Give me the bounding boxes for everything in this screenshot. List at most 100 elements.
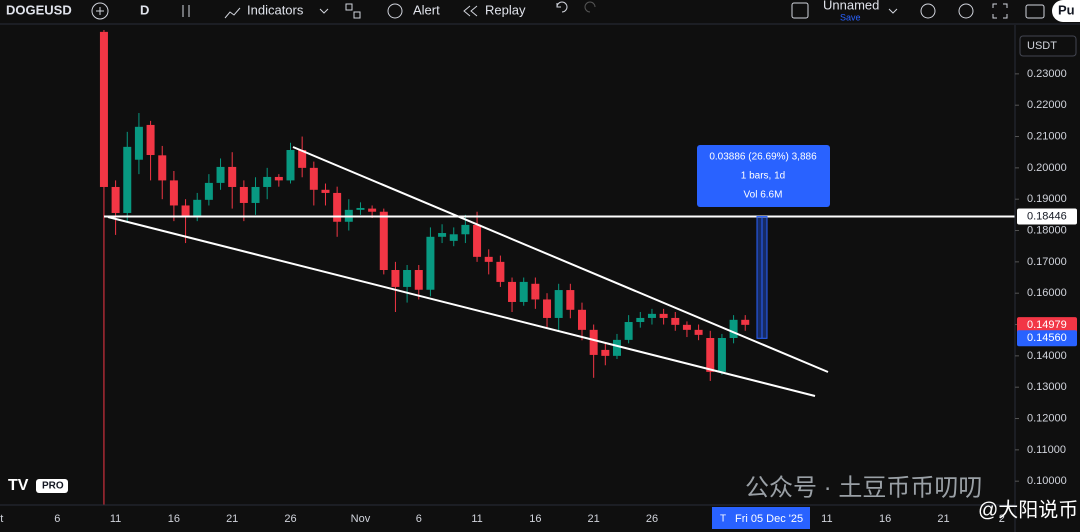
measure-text: 1 bars, 1d: [741, 171, 785, 182]
logo-badge: [36, 479, 68, 493]
crosshair-date-bg: [712, 507, 810, 529]
toolbar: DOGEUSD D Indicators Alert Replay Unname…: [0, 0, 1080, 25]
candle-body: [379, 211, 388, 271]
fullscreen-icon[interactable]: [992, 3, 1008, 19]
publish-button[interactable]: [1052, 0, 1080, 22]
price-label: 0.14560: [1027, 332, 1067, 344]
settings-icon[interactable]: [958, 3, 974, 19]
logo: TV PRO: [8, 477, 68, 494]
candle-body: [461, 224, 470, 235]
candle-body: [239, 186, 248, 203]
candle-body: [473, 224, 482, 257]
candle-body: [193, 199, 202, 216]
currency: USDT: [1027, 40, 1057, 52]
plus-icon: [96, 7, 104, 15]
measure-text: 0.03886 (26.69%) 3,886: [709, 152, 817, 163]
candle-body: [146, 124, 155, 156]
dropdown-icon[interactable]: [319, 8, 329, 14]
x-tick-label: ct: [0, 513, 3, 525]
logo-pro: PRO: [42, 481, 64, 492]
candle-body: [368, 208, 377, 212]
candle-body: [169, 180, 178, 206]
candle-body: [519, 281, 528, 302]
x-tick-label: 21: [588, 513, 600, 525]
y-tick-label: 0.19000: [1027, 193, 1067, 205]
candle-body: [543, 299, 552, 318]
x-tick-label: 16: [168, 513, 180, 525]
crosshair-marker: T: [720, 514, 726, 525]
candle-body: [449, 234, 458, 241]
undo-button[interactable]: [556, 1, 568, 13]
x-tick-label: Nov: [351, 513, 371, 525]
price-label-bg: [1017, 317, 1077, 334]
currency-box[interactable]: [1019, 35, 1077, 57]
add-symbol-icon[interactable]: [91, 2, 109, 20]
price-label: 0.18446: [1027, 210, 1067, 222]
trend-line-lower: [107, 216, 816, 397]
x-tick-label: 11: [110, 513, 121, 525]
layout-icon: [353, 11, 361, 19]
x-tick-label: 21: [226, 513, 238, 525]
measure-tooltip: [697, 145, 830, 207]
chart-type-icon[interactable]: [182, 5, 190, 17]
candle-body: [111, 186, 120, 213]
candle-body: [391, 270, 400, 287]
candle-body: [729, 319, 738, 338]
candle-body: [717, 337, 726, 372]
indicators-button[interactable]: Indicators: [247, 2, 304, 17]
candle-body: [298, 150, 307, 168]
candle-body: [158, 155, 167, 181]
layout-name[interactable]: Unnamed: [823, 0, 879, 12]
y-tick-label: 0.11000: [1027, 444, 1066, 456]
watermark: @大阳说币: [978, 498, 1078, 521]
toolbar-bg: [0, 0, 1080, 24]
symbol[interactable]: DOGEUSD: [6, 2, 72, 17]
y-tick-label: 0.14000: [1027, 350, 1067, 362]
y-tick-label: 0.18000: [1027, 224, 1067, 236]
x-tick-label: 11: [471, 513, 482, 525]
candle-body: [578, 309, 586, 330]
x-tick-label: 2: [999, 513, 1005, 525]
candle-body: [659, 313, 668, 318]
candle-body: [333, 192, 342, 222]
candle-body: [263, 176, 272, 187]
candle-body: [216, 166, 225, 183]
candle-body: [682, 324, 691, 330]
price-label-bg: [1017, 208, 1077, 225]
candle-body: [671, 317, 680, 325]
redo-button[interactable]: [584, 1, 596, 13]
save-status: Save: [840, 12, 861, 22]
interval[interactable]: D: [140, 2, 149, 17]
replay-button[interactable]: Replay: [485, 2, 526, 17]
candle-body: [321, 189, 330, 193]
y-tick-label: 0.13000: [1027, 381, 1067, 393]
candle-body: [624, 322, 633, 340]
candle-body: [601, 349, 610, 356]
price-axis: USDT 0.23000 0.22000 0.21000 0.20000 0.19000…: [0, 25, 1077, 532]
x-tick-label: 16: [529, 513, 541, 525]
x-tick-label: 6: [54, 513, 60, 525]
layout-checkbox[interactable]: [791, 2, 809, 19]
quick-search-icon[interactable]: [920, 3, 936, 19]
screenshot-icon[interactable]: [1025, 4, 1045, 19]
layout-icon[interactable]: [345, 3, 353, 11]
replay-icon: [463, 5, 478, 17]
candle-body: [694, 329, 703, 335]
candle-body: [706, 337, 715, 372]
x-tick-label: 26: [284, 513, 296, 525]
candle-body: [554, 290, 563, 318]
candle-body: [484, 256, 493, 262]
alert-button[interactable]: Alert: [413, 2, 440, 17]
dropdown-icon[interactable]: [888, 8, 898, 14]
candle-body: [531, 283, 540, 300]
y-tick-label: 0.21000: [1027, 130, 1067, 142]
candle-body: [274, 176, 283, 181]
candle-body: [134, 126, 143, 160]
candle-body: [426, 236, 435, 290]
candle-body: [309, 167, 318, 190]
candle-body: [636, 317, 645, 323]
trend-line-upper: [292, 146, 829, 373]
